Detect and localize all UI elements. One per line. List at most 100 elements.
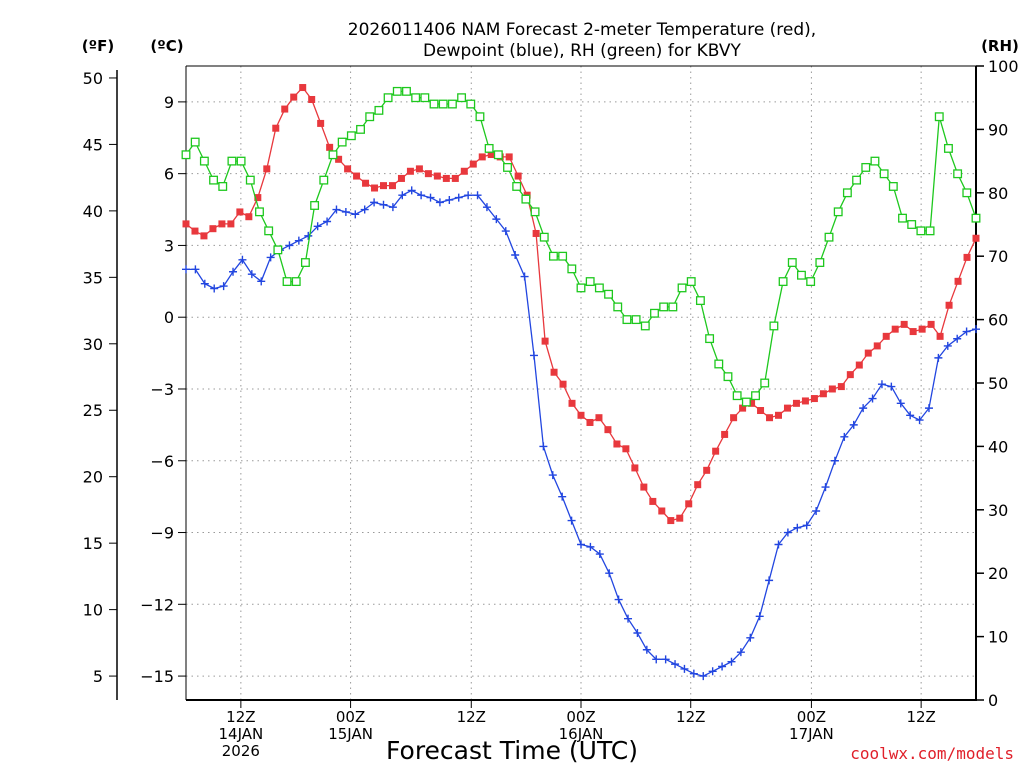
temperature-point bbox=[676, 514, 684, 522]
dewpoint-point bbox=[586, 542, 595, 551]
temperature-point bbox=[550, 368, 558, 376]
time-tick-label: 12Z bbox=[676, 708, 705, 726]
time-tick-label: 12Z bbox=[457, 708, 486, 726]
dewpoint-point bbox=[774, 540, 783, 549]
dewpoint-point bbox=[661, 655, 670, 664]
dewpoint-point bbox=[642, 645, 651, 654]
temperature-point bbox=[478, 153, 486, 161]
dewpoint-point bbox=[323, 217, 332, 226]
dewpoint-point bbox=[793, 523, 802, 532]
temperature-point bbox=[649, 497, 657, 505]
rh-point bbox=[346, 131, 356, 141]
temperature-point bbox=[559, 380, 567, 388]
time-tick-label: 2026 bbox=[222, 742, 260, 760]
time-tick-label: 12Z bbox=[906, 708, 935, 726]
dewpoint-point bbox=[492, 215, 501, 224]
rh-point bbox=[484, 143, 494, 153]
temperature-point bbox=[757, 407, 765, 415]
dewpoint-point bbox=[257, 277, 266, 286]
rh-point bbox=[898, 213, 907, 223]
dewpoint-point bbox=[360, 205, 369, 214]
dewpoint-point bbox=[407, 186, 416, 195]
dewpoint-point bbox=[708, 667, 717, 676]
rh-point bbox=[209, 175, 219, 185]
rh-point bbox=[356, 124, 365, 134]
dewpoint-point bbox=[821, 483, 830, 492]
dewpoint-point bbox=[388, 203, 397, 212]
temperature-point bbox=[739, 404, 747, 412]
temperature-point bbox=[721, 430, 729, 438]
temperature-point bbox=[487, 151, 495, 159]
temperature-point bbox=[730, 414, 738, 422]
temperature-point bbox=[775, 411, 782, 419]
rh-point bbox=[337, 137, 347, 147]
temperature-point bbox=[541, 337, 549, 345]
temperature-point bbox=[604, 426, 612, 434]
time-tick-label: 00Z bbox=[797, 708, 826, 726]
temperature-point bbox=[415, 165, 423, 173]
dewpoint-point bbox=[605, 569, 614, 578]
dewpoint-point bbox=[727, 657, 736, 666]
rh-point bbox=[640, 321, 650, 331]
rh-point bbox=[512, 182, 522, 191]
rh-point bbox=[659, 302, 669, 312]
rh-point bbox=[631, 315, 641, 325]
celsius-unit-label: (ºC) bbox=[150, 37, 183, 55]
rh-point bbox=[686, 277, 696, 287]
rh-tick-label: 70 bbox=[988, 247, 1008, 266]
fahrenheit-tick-label: 10 bbox=[83, 601, 103, 620]
axes bbox=[116, 65, 977, 701]
temperature-point bbox=[667, 517, 675, 525]
temperature-point bbox=[837, 383, 845, 391]
temperature-point bbox=[245, 213, 253, 221]
time-tick-label: 17JAN bbox=[789, 725, 834, 743]
rh-point bbox=[934, 112, 944, 122]
fahrenheit-tick-label: 40 bbox=[83, 202, 103, 221]
rh-point bbox=[300, 258, 310, 267]
temperature-point bbox=[909, 328, 917, 336]
dewpoint-point bbox=[520, 272, 529, 281]
rh-point bbox=[539, 232, 549, 242]
rh-point bbox=[264, 226, 274, 236]
temperature-point bbox=[290, 93, 298, 101]
temperature-series bbox=[182, 84, 980, 525]
dewpoint-point bbox=[219, 282, 228, 291]
temperature-point bbox=[281, 105, 289, 113]
temperature-point bbox=[783, 404, 791, 412]
rh-point bbox=[797, 270, 806, 280]
dewpoint-point bbox=[501, 227, 510, 236]
rh-point bbox=[548, 251, 558, 261]
rh-series bbox=[181, 86, 981, 407]
rh-point bbox=[530, 207, 540, 217]
rh-point bbox=[613, 302, 623, 312]
dewpoint-point bbox=[915, 416, 924, 425]
dewpoint-point bbox=[652, 655, 661, 664]
temperature-point bbox=[613, 440, 621, 448]
grid-lines bbox=[186, 66, 976, 700]
temperature-point bbox=[855, 361, 863, 369]
rh-point bbox=[438, 99, 448, 109]
dewpoint-point bbox=[351, 210, 360, 219]
chart-title-line-2: Dewpoint (blue), RH (green) for KBVY bbox=[423, 41, 741, 61]
dewpoint-point bbox=[558, 492, 567, 501]
fahrenheit-tick-label: 15 bbox=[83, 534, 103, 553]
rh-unit-label: (RH) bbox=[981, 37, 1019, 55]
temperature-point bbox=[972, 234, 980, 242]
celsius-tick-label: −6 bbox=[150, 452, 174, 471]
temperature-point bbox=[577, 411, 585, 419]
dewpoint-point bbox=[548, 471, 557, 480]
rh-point bbox=[503, 162, 512, 172]
rh-point bbox=[447, 99, 457, 109]
celsius-tick-label: −15 bbox=[140, 667, 174, 686]
temperature-point bbox=[640, 483, 648, 491]
rh-point bbox=[787, 258, 797, 267]
dewpoint-point bbox=[238, 255, 247, 264]
dewpoint-point bbox=[341, 207, 350, 216]
dewpoint-point bbox=[482, 203, 491, 212]
time-tick-label: 14JAN bbox=[218, 725, 263, 743]
temperature-point bbox=[272, 124, 280, 132]
time-tick-label: 12Z bbox=[226, 708, 255, 726]
rh-point bbox=[255, 207, 264, 217]
rh-point bbox=[778, 277, 788, 287]
time-tick-label: 15JAN bbox=[328, 725, 373, 743]
